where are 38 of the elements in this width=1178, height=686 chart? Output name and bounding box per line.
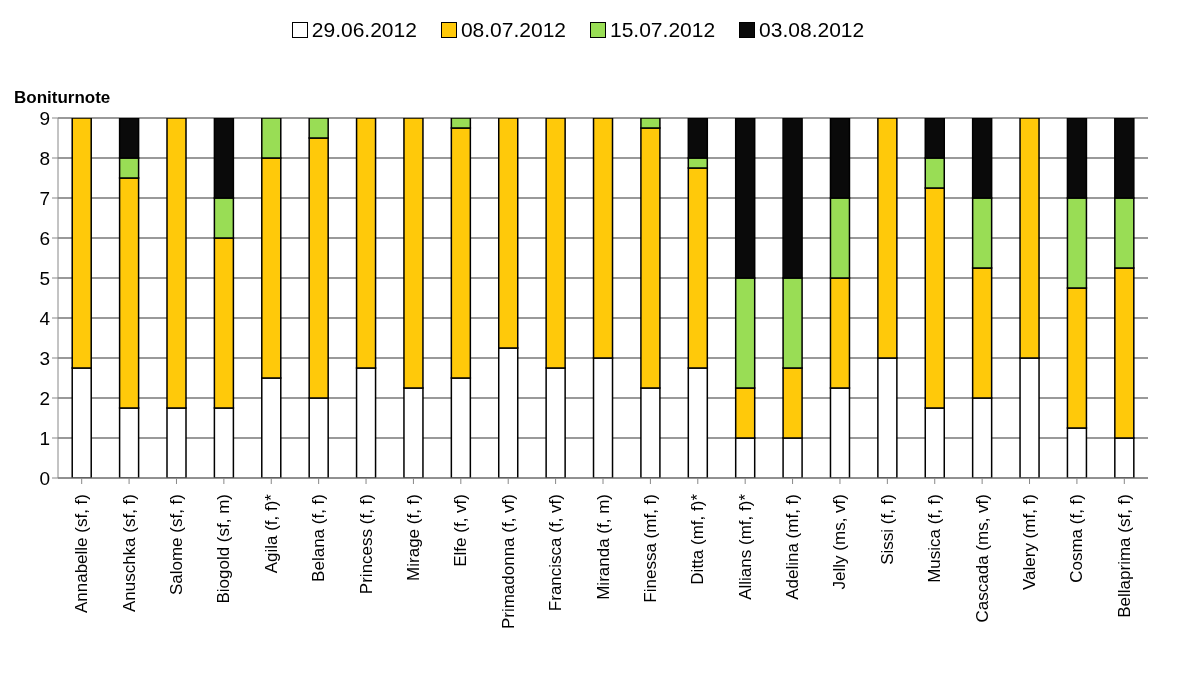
x-tick-label: Jelly (ms, vf): [830, 494, 850, 590]
x-tick-label: Cosma (f, f): [1067, 494, 1087, 583]
x-tick-label: Cascada (ms, vf): [972, 494, 992, 623]
y-tick-label: 1: [39, 427, 50, 449]
y-axis-title: Boniturnote: [14, 88, 111, 108]
x-tick-label: Annabelle (sf, f): [72, 494, 92, 614]
y-tick-label: 0: [39, 467, 50, 489]
x-tick-label: Musica (f, f): [925, 494, 945, 583]
y-tick-label: 9: [39, 107, 50, 129]
x-tick-label: Sissi (f, f): [877, 494, 897, 565]
x-tick-label: Elfe (f, vf): [451, 494, 471, 567]
x-tick-label: Mirage (f, f): [403, 494, 423, 581]
x-tick-label: Belana (f, f): [309, 494, 329, 582]
x-tick-label: Primadonna (f, vf): [498, 494, 518, 630]
x-tick-label: Miranda (f, m): [593, 494, 613, 600]
y-tick-label: 7: [39, 187, 50, 209]
legend-label: 03.08.2012: [758, 18, 865, 42]
y-tick-label: 5: [39, 267, 50, 289]
x-tick-label: Agila (f, f)*: [261, 493, 281, 574]
x-tick-label: Anuschka (sf, f): [119, 494, 139, 613]
x-tick-label: Adelina (mf, f): [783, 494, 803, 600]
y-tick-label: 6: [39, 227, 50, 249]
y-tick-label: 3: [39, 347, 50, 369]
x-tick-label: Allians (mf, f)*: [735, 493, 755, 600]
x-tick-label: Biogold (sf, m): [214, 494, 234, 604]
legend-label: 29.06.2012: [310, 18, 417, 42]
y-tick-label: 4: [39, 307, 51, 329]
x-tick-label: Finessa (mf, f): [640, 494, 660, 603]
x-tick-label: Ditta (mf, f)*: [688, 493, 708, 585]
x-tick-label: Francisca (f, vf): [546, 494, 566, 612]
y-tick-label: 8: [39, 147, 50, 169]
x-tick-label: Bellaprima (sf, f): [1114, 494, 1134, 618]
x-tick-label: Salome (sf, f): [166, 494, 186, 596]
x-tick-label: Valery (mf, f): [1020, 494, 1040, 591]
legend-label: 08.07.2012: [459, 18, 566, 42]
legend-label: 15.07.2012: [609, 18, 716, 42]
x-tick-label: Princess (f, f): [356, 494, 376, 595]
y-tick-label: 2: [39, 387, 50, 409]
